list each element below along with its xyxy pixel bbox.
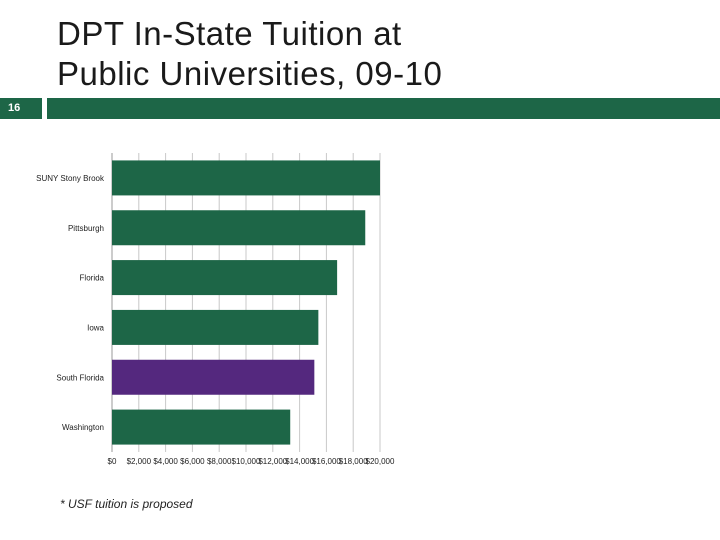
category-label: Iowa bbox=[87, 323, 104, 332]
slide-title-line-2: Public Universities, 09-10 bbox=[57, 55, 443, 92]
x-tick-label: $2,000 bbox=[127, 457, 152, 466]
category-label: Florida bbox=[80, 274, 105, 283]
x-tick-label: $12,000 bbox=[258, 457, 287, 466]
x-tick-label: $10,000 bbox=[232, 457, 261, 466]
bar bbox=[112, 359, 315, 395]
slide-number: 16 bbox=[0, 98, 42, 119]
bar bbox=[112, 160, 380, 196]
bar bbox=[112, 309, 319, 345]
category-label: Washington bbox=[62, 423, 104, 432]
slide-title-line-1: DPT In-State Tuition at bbox=[57, 15, 402, 52]
bar bbox=[112, 409, 291, 445]
footnote: * USF tuition is proposed bbox=[60, 497, 193, 511]
category-label: South Florida bbox=[56, 373, 104, 382]
title-rule-bar bbox=[47, 98, 720, 119]
x-tick-label: $18,000 bbox=[339, 457, 368, 466]
bar bbox=[112, 210, 366, 246]
x-tick-label: $16,000 bbox=[312, 457, 341, 466]
x-tick-label: $14,000 bbox=[285, 457, 314, 466]
category-label: Pittsburgh bbox=[68, 224, 104, 233]
x-tick-label: $8,000 bbox=[207, 457, 232, 466]
bar bbox=[112, 260, 338, 296]
x-tick-label: $0 bbox=[108, 457, 117, 466]
x-tick-label: $20,000 bbox=[366, 457, 395, 466]
slide-title: DPT In-State Tuition at Public Universit… bbox=[57, 14, 697, 94]
category-label: SUNY Stony Brook bbox=[36, 174, 105, 183]
x-tick-label: $4,000 bbox=[153, 457, 178, 466]
x-tick-label: $6,000 bbox=[180, 457, 205, 466]
